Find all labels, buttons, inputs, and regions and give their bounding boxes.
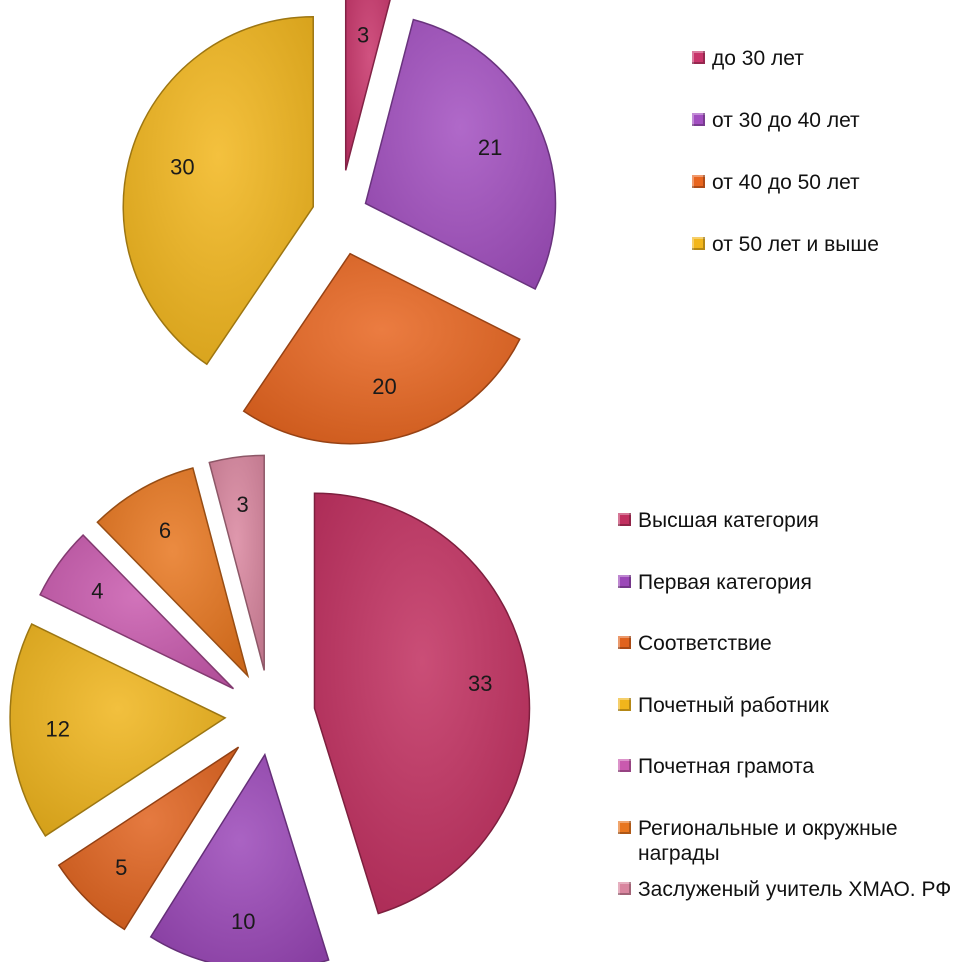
legend-label: от 40 до 50 лет — [712, 171, 860, 194]
legend-label: Соответствие — [638, 632, 772, 655]
pie-slice — [313, 492, 531, 915]
legend-item: до 30 лет — [692, 46, 804, 71]
legend-label: Почетная грамота — [638, 755, 815, 778]
legend-swatch — [692, 113, 705, 126]
legend-swatch — [618, 697, 631, 711]
slice-value-label: 20 — [372, 374, 396, 399]
legend-item: Почетная грамота — [618, 754, 814, 779]
pie-chart-category: 33 10 5 12 4 6 3 — [9, 454, 531, 962]
slice-value-label: 3 — [357, 23, 369, 48]
legend-swatch — [692, 51, 705, 64]
pie-slice — [149, 752, 330, 962]
pie-slice — [364, 18, 557, 291]
legend-swatch — [618, 882, 631, 895]
legend-label: Почетный работник — [638, 693, 829, 717]
legend-item: Первая категория — [618, 570, 812, 595]
legend-item: от 50 лет и выше — [692, 232, 879, 257]
legend-item: Почетный работник — [618, 693, 829, 718]
legend-label: от 50 лет и выше — [712, 233, 879, 256]
legend-swatch — [618, 636, 631, 649]
legend-swatch — [618, 513, 631, 526]
legend-label: Первая категория — [638, 570, 812, 594]
slice-value-label: 6 — [159, 518, 171, 543]
pie-chart-age: 3 21 20 30 — [122, 0, 557, 445]
slice-value-label: 12 — [46, 717, 70, 742]
pie-slice — [242, 252, 521, 445]
legend-label: от 30 до 40 лет — [712, 109, 860, 132]
pie-slice — [9, 623, 227, 837]
slice-value-label: 33 — [468, 671, 492, 696]
legend-swatch — [618, 759, 631, 772]
slice-value-label: 10 — [231, 909, 255, 934]
pie-slice — [96, 467, 250, 679]
pie-slice — [344, 0, 391, 171]
legend-swatch — [618, 820, 631, 834]
legend-label: Заслуженый учитель ХМАО. РФ — [638, 878, 952, 901]
legend-label: Региональные и окружные награды — [638, 816, 898, 865]
legend-swatch — [692, 175, 705, 188]
legend-label: Высшая категория — [638, 509, 819, 532]
legend-item: от 40 до 50 лет — [692, 170, 860, 195]
pie-slice — [57, 746, 240, 931]
legend-item: Заслуженый учитель ХМАО. РФ — [618, 877, 951, 902]
slice-value-label: 30 — [170, 155, 194, 180]
legend-label: до 30 лет — [712, 47, 804, 70]
pie-slice — [122, 16, 314, 366]
slice-value-label: 4 — [91, 579, 103, 604]
legend-swatch — [692, 237, 705, 250]
slice-value-label: 5 — [115, 855, 127, 880]
slice-value-label: 3 — [236, 492, 248, 517]
legend-item: Соответствие — [618, 631, 772, 656]
pie-slice — [208, 454, 265, 671]
pie-slice — [39, 533, 235, 690]
legend-item: от 30 до 40 лет — [692, 108, 860, 133]
legend-swatch — [618, 574, 631, 588]
legend-item: Региональные и окружные награды — [618, 816, 958, 866]
legend-item: Высшая категория — [618, 508, 819, 533]
slice-value-label: 21 — [478, 135, 502, 160]
